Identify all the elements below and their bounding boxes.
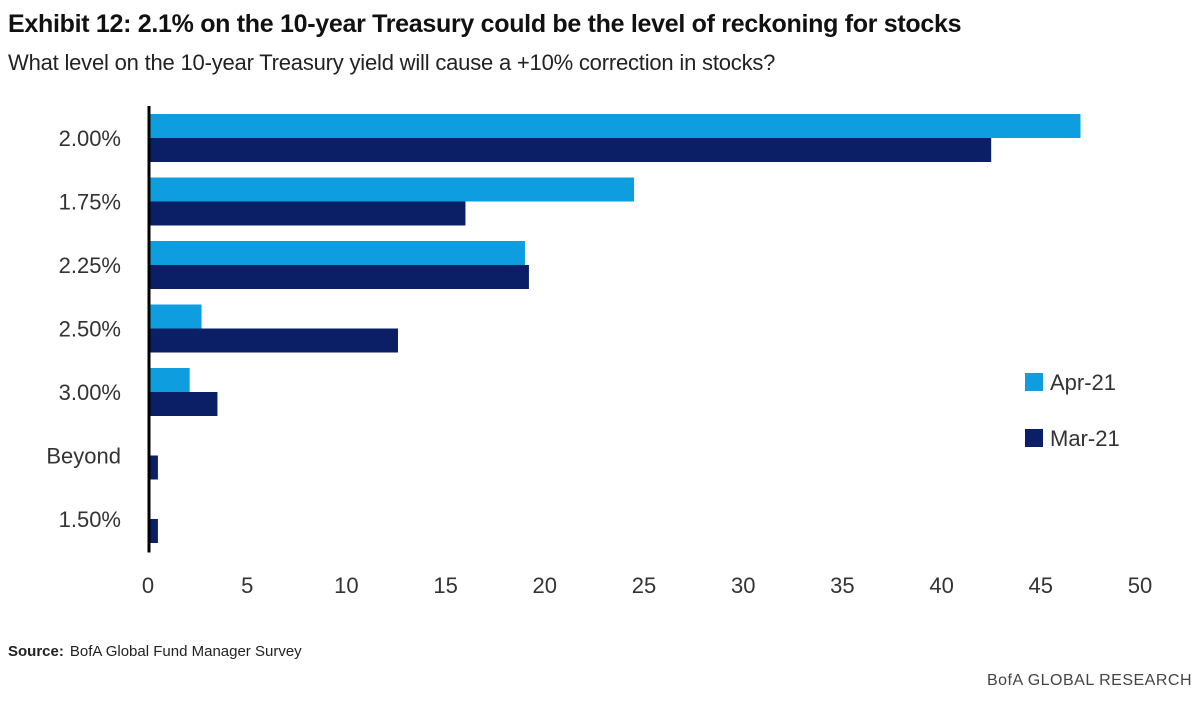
legend-swatch bbox=[1025, 373, 1043, 391]
bar bbox=[148, 177, 635, 202]
x-tick-label: 35 bbox=[830, 573, 854, 598]
bar bbox=[148, 201, 466, 226]
source-note: Source: BofA Global Fund Manager Survey bbox=[8, 643, 302, 660]
x-tick-label: 30 bbox=[731, 573, 755, 598]
category-label: 2.00% bbox=[59, 126, 121, 151]
legend-label: Mar-21 bbox=[1050, 426, 1120, 451]
x-tick-label: 5 bbox=[241, 573, 253, 598]
category-label: 3.00% bbox=[59, 380, 121, 405]
category-label: 1.75% bbox=[59, 190, 121, 215]
category-label: 2.50% bbox=[59, 317, 121, 342]
bar bbox=[148, 138, 992, 162]
source-text: BofA Global Fund Manager Survey bbox=[69, 643, 302, 660]
bar bbox=[148, 241, 525, 265]
bar bbox=[148, 519, 158, 543]
chart-title: Exhibit 12: 2.1% on the 10-year Treasury… bbox=[8, 10, 962, 38]
x-tick-label: 15 bbox=[433, 573, 457, 598]
x-tick-label: 40 bbox=[929, 573, 953, 598]
bar bbox=[148, 328, 398, 353]
category-label: 1.50% bbox=[59, 507, 121, 532]
category-label: 2.25% bbox=[59, 253, 121, 278]
x-tick-label: 50 bbox=[1128, 573, 1152, 598]
legend-swatch bbox=[1025, 429, 1043, 447]
x-tick-label: 10 bbox=[334, 573, 358, 598]
chart-subtitle: What level on the 10-year Treasury yield… bbox=[8, 50, 776, 75]
x-tick-label: 45 bbox=[1029, 573, 1053, 598]
x-tick-label: 25 bbox=[632, 573, 656, 598]
bar bbox=[148, 304, 202, 329]
brand-footer: BofA GLOBAL RESEARCH bbox=[986, 672, 1192, 689]
bar bbox=[148, 368, 190, 392]
x-tick-label: 0 bbox=[142, 573, 154, 598]
source-label: Source: bbox=[8, 643, 64, 660]
bar bbox=[148, 265, 529, 289]
bar bbox=[148, 455, 158, 480]
bar bbox=[148, 392, 218, 416]
legend-label: Apr-21 bbox=[1050, 370, 1116, 395]
x-tick-label: 20 bbox=[533, 573, 557, 598]
bar bbox=[148, 114, 1081, 138]
category-label: Beyond bbox=[46, 444, 121, 469]
bar-chart: 2.00% 1.75% 2.25% 2.50% 3.00% Beyond 1.50% 0 5 10… bbox=[46, 106, 1152, 598]
